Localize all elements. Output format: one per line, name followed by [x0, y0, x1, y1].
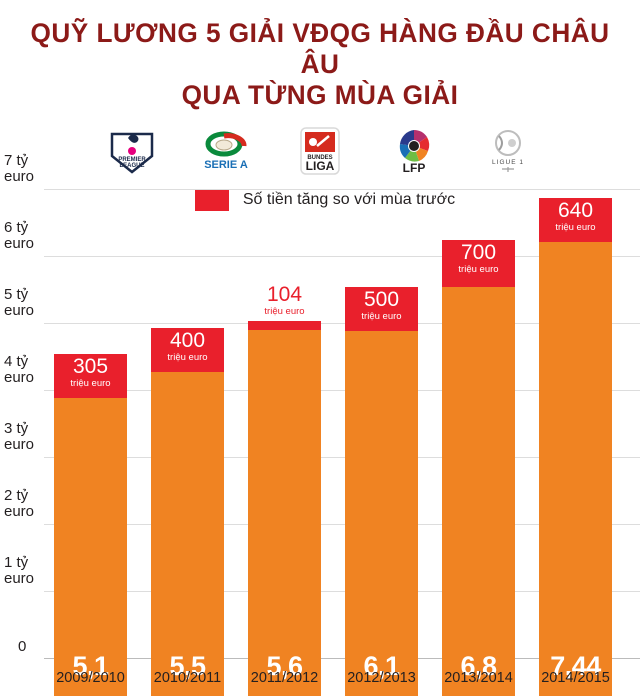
gridline-7	[44, 189, 640, 190]
legend-label-increase: Số tiền tăng so với mùa trước	[242, 191, 456, 208]
increase-unit: triệu euro	[555, 221, 596, 233]
title-line-2: QUA TỪNG MÙA GIẢI	[181, 80, 459, 110]
bundesliga-logo: BUNDES LIGA	[292, 125, 348, 177]
bar-increase-segment[interactable]: 305 triệu euro	[54, 354, 127, 399]
bar-total[interactable]	[442, 240, 515, 696]
bar-increase-segment[interactable]: 700 triệu euro	[442, 240, 515, 288]
svg-text:LIGUE 1: LIGUE 1	[492, 159, 524, 166]
svg-text:LFP: LFP	[403, 161, 426, 175]
y-axis-tick-1: 1 tỷ euro	[4, 554, 35, 587]
bar-increase-segment[interactable]: 400 triệu euro	[151, 327, 224, 372]
bar-chart: 7 tỷ euro 6 tỷ euro 5 tỷ euro 4 tỷ euro 3 tỷ euro…	[0, 153, 640, 696]
increase-value: 500	[363, 288, 400, 312]
page-title: QUỸ LƯƠNG 5 GIẢI VĐQG HÀNG ĐẦU CHÂU ÂU Q…	[0, 0, 640, 111]
gridline-4	[44, 390, 640, 391]
svg-text:LEAGUE: LEAGUE	[119, 163, 144, 169]
increase-unit: triệu euro	[264, 305, 305, 317]
bar-group[interactable]: 500 triệu euro 6,1	[345, 218, 418, 696]
y-axis-tick-7: 7 tỷ euro	[4, 152, 35, 185]
title-line-1: QUỸ LƯƠNG 5 GIẢI VĐQG HÀNG ĐẦU CHÂU ÂU	[30, 18, 610, 79]
premier-league-logo: PREMIER LEAGUE	[104, 125, 160, 177]
bar-value-label: 5,5	[169, 651, 206, 681]
bar-total[interactable]	[248, 320, 321, 696]
ligue-1-logo: LIGUE 1	[480, 125, 536, 177]
x-axis-label: 2009/2010	[56, 670, 125, 686]
increase-label-outside: 104 triệu euro	[248, 281, 321, 317]
increase-unit: triệu euro	[70, 378, 111, 390]
bar-value-label: 7,44	[550, 651, 601, 681]
gridline-2	[44, 524, 640, 525]
x-axis-label: 2011/2012	[250, 670, 319, 686]
gridline-3	[44, 457, 640, 458]
bar-value-label: 6,1	[363, 651, 400, 681]
bar-total[interactable]	[345, 287, 418, 696]
x-axis-label: 2010/2011	[153, 670, 222, 686]
gridline-6	[44, 256, 640, 257]
lfp-laliga-logo: LFP	[386, 125, 442, 177]
increase-value: 400	[169, 328, 206, 352]
y-axis-tick-6: 6 tỷ euro	[4, 219, 35, 252]
y-axis-tick-0: 0	[18, 638, 27, 655]
bar-total[interactable]	[54, 354, 127, 696]
bar-value-label: 6,8	[460, 651, 497, 681]
gridline-1	[44, 591, 640, 592]
bar-increase-segment[interactable]	[248, 320, 321, 330]
bar-value-label: 5,6	[266, 651, 303, 681]
svg-text:SERIE A: SERIE A	[204, 159, 248, 171]
increase-value: 104	[266, 282, 303, 306]
bar-increase-segment[interactable]: 500 triệu euro	[345, 287, 418, 332]
bar-group[interactable]: 305 triệu euro 5,1	[54, 218, 127, 696]
increase-value: 700	[460, 241, 497, 265]
league-logo-row: PREMIER LEAGUE SERIE A BUNDES LIGA	[0, 123, 640, 179]
y-axis-tick-2: 2 tỷ euro	[4, 487, 35, 520]
gridline-5	[44, 323, 640, 324]
svg-text:LIGA: LIGA	[306, 159, 335, 173]
bar-group[interactable]: 400 triệu euro 5,5	[151, 218, 224, 696]
bar-value-label: 5,1	[72, 651, 109, 681]
bar-total[interactable]	[539, 197, 612, 696]
y-axis-tick-4: 4 tỷ euro	[4, 353, 35, 386]
bar-increase-segment[interactable]: 640 triệu euro	[539, 197, 612, 242]
x-axis-label: 2013/2014	[444, 670, 513, 686]
y-axis-tick-5: 5 tỷ euro	[4, 286, 35, 319]
bar-group[interactable]: 700 triệu euro 6,8	[442, 218, 515, 696]
svg-text:PREMIER: PREMIER	[118, 157, 146, 163]
bar-group[interactable]: 640 triệu euro 7,44	[539, 197, 612, 696]
bar-group[interactable]: 104 triệu euro 5,6	[248, 218, 321, 696]
svg-text:BUNDES: BUNDES	[307, 155, 332, 161]
increase-unit: triệu euro	[167, 351, 208, 363]
increase-value: 305	[72, 355, 109, 379]
legend: Số tiền tăng so với mùa trước	[0, 189, 640, 211]
serie-a-logo: SERIE A	[198, 125, 254, 177]
increase-value: 640	[557, 198, 594, 222]
axis-baseline	[44, 658, 640, 659]
increase-unit: triệu euro	[458, 264, 499, 276]
increase-unit: triệu euro	[361, 311, 402, 323]
y-axis-tick-3: 3 tỷ euro	[4, 420, 35, 453]
bar-total[interactable]	[151, 327, 224, 696]
x-axis-label: 2014/2015	[541, 670, 610, 686]
legend-swatch-increase	[194, 189, 229, 211]
x-axis-label: 2012/2013	[347, 670, 416, 686]
